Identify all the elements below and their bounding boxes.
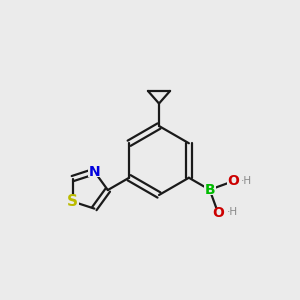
Text: ·H: ·H bbox=[241, 176, 252, 186]
Text: B: B bbox=[204, 183, 215, 197]
Text: S: S bbox=[67, 194, 78, 209]
FancyBboxPatch shape bbox=[204, 184, 216, 195]
Text: ·H: ·H bbox=[226, 207, 238, 217]
FancyBboxPatch shape bbox=[227, 176, 238, 186]
FancyBboxPatch shape bbox=[212, 208, 224, 218]
Text: O: O bbox=[227, 174, 239, 188]
FancyBboxPatch shape bbox=[66, 196, 80, 207]
Text: O: O bbox=[212, 206, 224, 220]
Text: N: N bbox=[88, 164, 100, 178]
FancyBboxPatch shape bbox=[88, 166, 100, 177]
